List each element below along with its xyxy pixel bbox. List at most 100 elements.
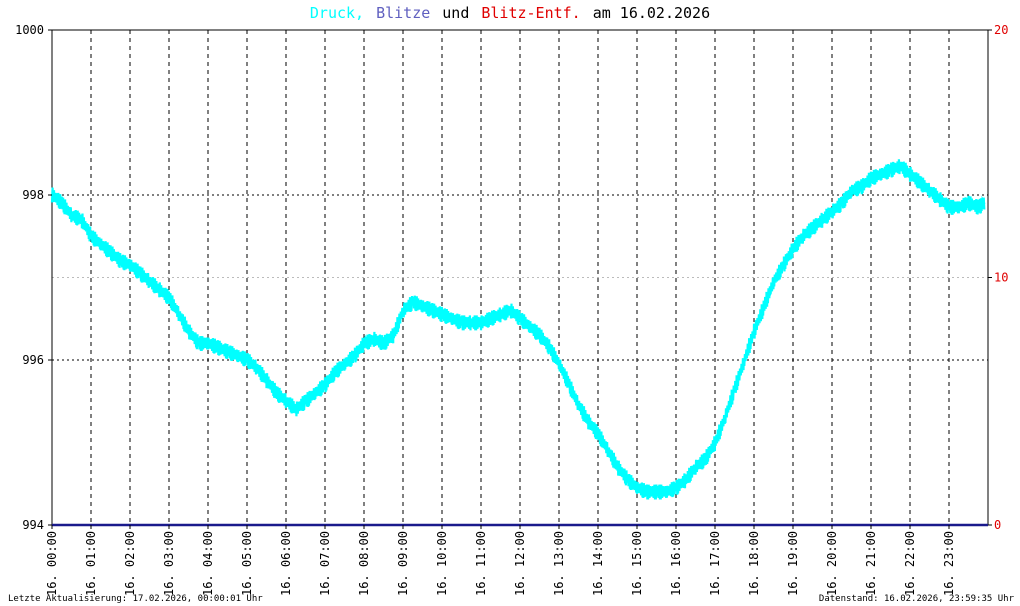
pressure-point	[392, 334, 395, 337]
pressure-point	[791, 247, 795, 250]
right-tick-label: 10	[994, 271, 1008, 285]
pressure-point	[167, 296, 171, 300]
pressure-point	[645, 490, 648, 494]
pressure-point	[382, 342, 385, 345]
pressure-point	[294, 408, 297, 411]
pressure-point	[489, 317, 492, 320]
pressure-point	[587, 420, 590, 424]
pressure-point	[119, 259, 122, 263]
pressure-point	[187, 329, 190, 333]
pressure-point	[938, 197, 941, 201]
x-tick-label: 16. 17:00	[708, 531, 722, 596]
x-tick-label: 16. 20:00	[825, 531, 839, 596]
pressure-point	[99, 243, 102, 246]
pressure-point	[655, 490, 658, 494]
pressure-point	[197, 342, 200, 345]
pressure-point	[957, 206, 960, 209]
pressure-point	[528, 325, 531, 329]
pressure-point	[684, 478, 687, 481]
pressure-point	[216, 346, 219, 349]
x-tick-label: 16. 10:00	[435, 531, 449, 596]
pressure-point	[362, 342, 366, 345]
footer-data-status: Datenstand: 16.02.2026, 23:59:35 Uhr	[819, 594, 1015, 604]
x-tick-label: 16. 01:00	[84, 531, 98, 596]
x-tick-label: 16. 05:00	[240, 531, 254, 596]
pressure-point	[450, 317, 453, 320]
pressure-point	[860, 185, 863, 188]
left-axis-ticks: 994 996 998 1000	[15, 23, 52, 532]
pressure-point	[314, 391, 317, 395]
x-tick-label: 16. 19:00	[786, 531, 800, 596]
pressure-point	[245, 358, 249, 362]
pressure-point	[460, 321, 463, 325]
pressure-point	[284, 400, 288, 403]
x-tick-label: 16. 03:00	[162, 531, 176, 596]
x-tick-label: 16. 13:00	[552, 531, 566, 596]
right-tick-label: 0	[994, 518, 1001, 532]
pressure-point	[226, 350, 229, 353]
pressure-point	[674, 486, 678, 490]
pressure-point	[538, 334, 541, 337]
x-tick-label: 16. 02:00	[123, 531, 137, 596]
pressure-point	[967, 202, 970, 205]
pressure-point	[470, 321, 473, 325]
pressure-point	[265, 379, 268, 382]
left-tick-label: 996	[22, 353, 44, 367]
left-tick-label: 1000	[15, 23, 44, 37]
pressure-point	[889, 169, 892, 172]
pressure-point	[752, 329, 756, 333]
pressure-point	[60, 202, 63, 205]
chart-title: Druck, Blitze und Blitz-Entf. am 16.02.2…	[310, 4, 710, 22]
pressure-point	[616, 466, 619, 469]
title-blitz-entf: Blitz-Entf.	[481, 4, 580, 22]
pressure-point	[353, 354, 356, 358]
x-tick-label: 16. 16:00	[669, 531, 683, 596]
right-tick-label: 20	[994, 23, 1008, 37]
x-tick-label: 16. 18:00	[747, 531, 761, 596]
x-tick-label: 16. 11:00	[474, 531, 488, 596]
pressure-point	[899, 164, 902, 168]
pressure-point	[333, 371, 336, 374]
pressure-point	[89, 235, 93, 238]
pressure-point	[206, 342, 210, 345]
pressure-line	[50, 159, 986, 500]
title-blitze: Blitze	[376, 4, 430, 22]
x-tick-label: 16. 21:00	[864, 531, 878, 596]
pressure-point	[304, 400, 307, 403]
pressure-point	[596, 433, 600, 436]
pressure-point	[401, 309, 405, 312]
pressure-point	[821, 218, 824, 221]
pressure-point	[694, 466, 697, 469]
pressure-point	[713, 441, 717, 444]
pressure-point	[879, 173, 882, 176]
pressure-point	[148, 280, 151, 283]
pressure-point	[908, 173, 912, 176]
pressure-point	[421, 305, 424, 308]
pressure-point	[762, 305, 765, 308]
pressure-point	[70, 214, 73, 217]
pressure-point	[440, 313, 444, 316]
left-tick-label: 994	[22, 518, 44, 532]
pressure-point	[801, 235, 804, 238]
pressure-point	[80, 218, 83, 221]
pressure-point	[830, 210, 834, 213]
x-tick-label: 16. 15:00	[630, 531, 644, 596]
pressure-point	[723, 416, 726, 419]
pressure-point	[557, 362, 561, 366]
grid	[52, 30, 988, 525]
series-0	[50, 159, 986, 500]
pressure-point	[323, 383, 327, 386]
x-tick-label: 16. 14:00	[591, 531, 605, 596]
footer-last-update: Letzte Aktualisierung: 17.02.2026, 00:00…	[8, 594, 263, 604]
pressure-point	[811, 226, 814, 230]
left-tick-label: 998	[22, 188, 44, 202]
pressure-point	[372, 338, 375, 341]
pressure-point	[479, 321, 483, 325]
pressure-point	[275, 391, 278, 395]
pressure-point	[109, 251, 112, 254]
pressure-point	[577, 404, 580, 407]
pressure-point	[509, 309, 512, 312]
pressure-point	[411, 301, 414, 304]
pressure-point	[236, 354, 239, 358]
x-tick-label: 16. 00:00	[45, 531, 59, 596]
